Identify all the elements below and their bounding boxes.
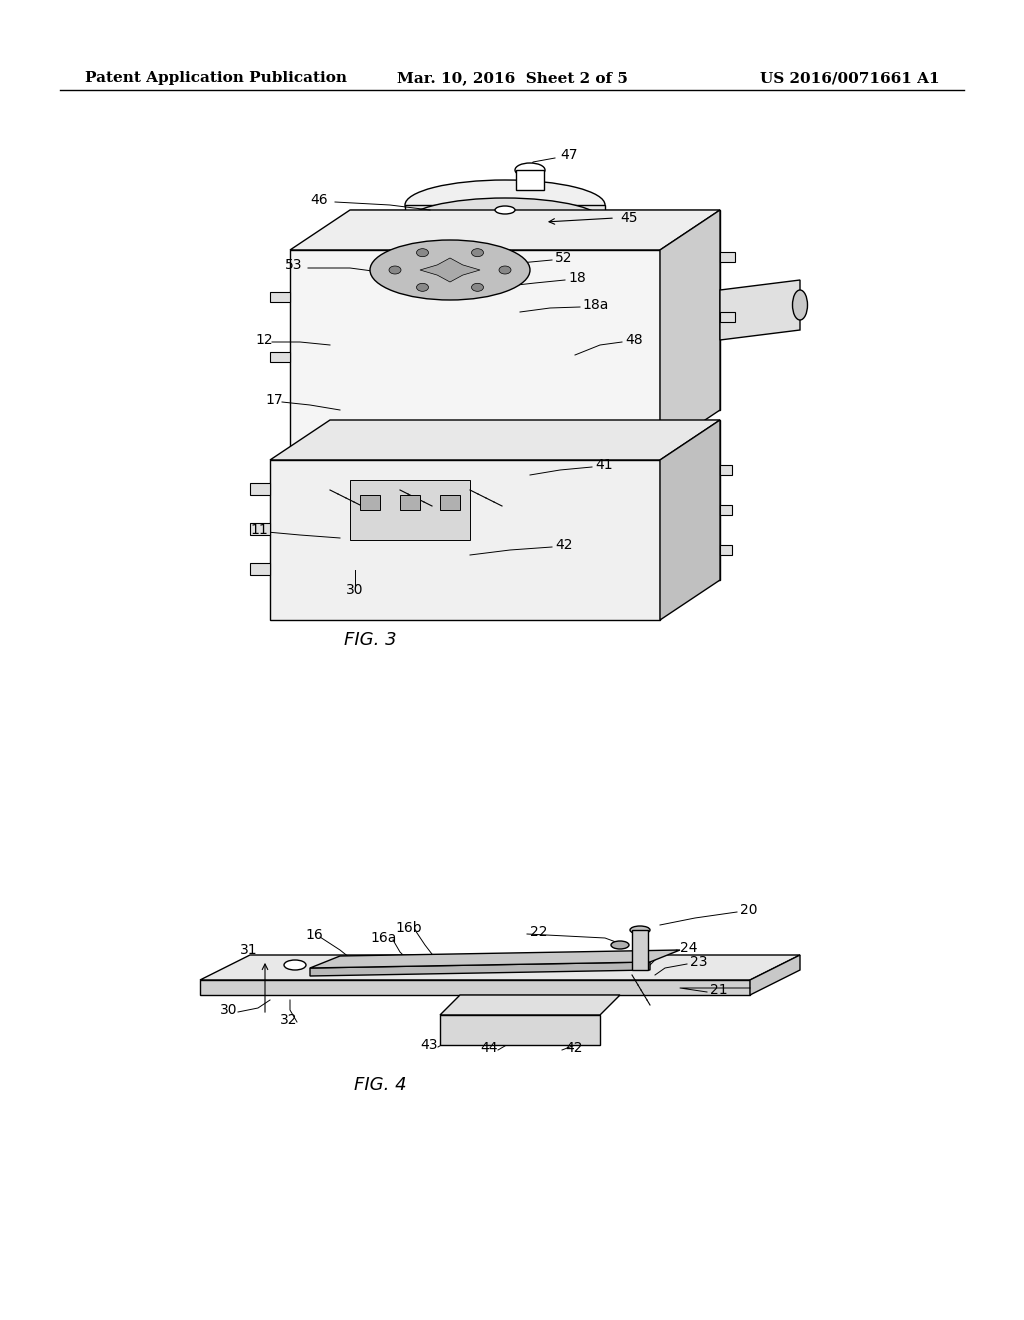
Text: 30: 30 [346, 583, 364, 597]
Polygon shape [200, 954, 800, 979]
Polygon shape [290, 210, 720, 249]
Text: 22: 22 [530, 925, 548, 939]
Text: 46: 46 [310, 193, 328, 207]
Ellipse shape [370, 240, 530, 300]
Text: 16: 16 [305, 928, 323, 942]
Text: 20: 20 [740, 903, 758, 917]
Text: 23: 23 [690, 954, 708, 969]
Text: 42: 42 [555, 539, 572, 552]
Polygon shape [516, 170, 544, 190]
Bar [720, 312, 735, 322]
Polygon shape [290, 249, 660, 450]
Text: 32: 32 [280, 1012, 298, 1027]
Ellipse shape [284, 960, 306, 970]
Ellipse shape [471, 248, 483, 256]
Polygon shape [660, 420, 720, 620]
Text: 43: 43 [420, 1038, 437, 1052]
Bar [250, 564, 270, 576]
Text: 12: 12 [255, 333, 272, 347]
Text: 11: 11 [250, 523, 267, 537]
Ellipse shape [417, 284, 428, 292]
Text: 16b: 16b [395, 921, 422, 935]
Text: 42: 42 [565, 1041, 583, 1055]
Bar [720, 506, 732, 515]
Text: 48: 48 [625, 333, 643, 347]
Polygon shape [270, 459, 660, 620]
Text: 16a: 16a [370, 931, 396, 945]
Polygon shape [440, 1015, 600, 1045]
Polygon shape [350, 480, 470, 540]
Polygon shape [350, 210, 720, 411]
Polygon shape [720, 280, 800, 341]
Ellipse shape [389, 267, 401, 275]
Polygon shape [310, 950, 680, 968]
Text: 47: 47 [560, 148, 578, 162]
Bar [632, 931, 648, 970]
Bar [400, 495, 420, 510]
Polygon shape [200, 979, 750, 995]
Ellipse shape [499, 267, 511, 275]
Text: 31: 31 [240, 942, 258, 957]
Text: Mar. 10, 2016  Sheet 2 of 5: Mar. 10, 2016 Sheet 2 of 5 [396, 71, 628, 84]
Polygon shape [330, 420, 720, 579]
Text: US 2016/0071661 A1: US 2016/0071661 A1 [761, 71, 940, 84]
Ellipse shape [417, 248, 428, 256]
Text: 24: 24 [680, 941, 697, 954]
Bar [270, 292, 290, 302]
Text: 18a: 18a [582, 298, 608, 312]
Ellipse shape [515, 162, 545, 177]
Text: 18: 18 [568, 271, 586, 285]
Text: 17: 17 [265, 393, 283, 407]
Bar [360, 495, 380, 510]
Text: 30: 30 [220, 1003, 238, 1016]
Ellipse shape [495, 206, 515, 214]
Bar [440, 495, 460, 510]
Text: 44: 44 [480, 1041, 498, 1055]
Text: 45: 45 [620, 211, 638, 224]
Polygon shape [420, 257, 480, 282]
Text: 53: 53 [285, 257, 302, 272]
Text: Patent Application Publication: Patent Application Publication [85, 71, 347, 84]
Text: FIG. 3: FIG. 3 [344, 631, 396, 649]
Ellipse shape [793, 290, 808, 319]
Ellipse shape [630, 927, 650, 935]
Bar [250, 523, 270, 535]
Text: 21: 21 [710, 983, 728, 997]
Polygon shape [750, 954, 800, 995]
Text: 41: 41 [595, 458, 612, 473]
Ellipse shape [471, 284, 483, 292]
Text: 52: 52 [555, 251, 572, 265]
Bar [720, 465, 732, 475]
Polygon shape [270, 420, 720, 459]
Ellipse shape [611, 941, 629, 949]
Polygon shape [310, 962, 650, 975]
Polygon shape [660, 210, 720, 450]
Ellipse shape [406, 198, 605, 248]
Bar [720, 545, 732, 554]
Bar [720, 252, 735, 261]
Bar [270, 352, 290, 362]
Polygon shape [440, 995, 620, 1015]
Bar [250, 483, 270, 495]
Polygon shape [406, 205, 605, 223]
Text: FIG. 4: FIG. 4 [353, 1076, 407, 1094]
Ellipse shape [406, 180, 605, 230]
